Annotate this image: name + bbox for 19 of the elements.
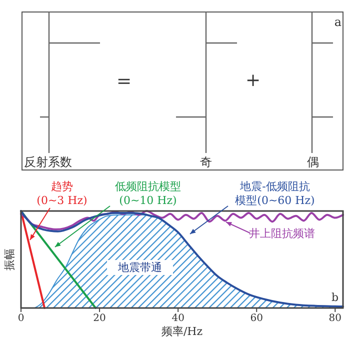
text: 反射系数	[24, 155, 72, 169]
text: 奇	[200, 155, 212, 169]
x-tick-label: 60	[250, 313, 263, 324]
x-tick-label: 20	[93, 313, 106, 324]
text: 低频阻抗模型(0~10 Hz)	[115, 180, 181, 207]
x-tick-label: 40	[172, 313, 184, 324]
series-label: 趋势(0~3 Hz)	[36, 180, 88, 207]
text: =	[116, 71, 132, 92]
text: 偶	[307, 155, 319, 169]
annotation: b	[331, 291, 339, 304]
y-axis-title: 振幅	[3, 248, 16, 270]
x-tick-label: 0	[18, 313, 24, 324]
text: a	[334, 15, 342, 29]
text: 地震-低频阻抗模型(0~60 Hz)	[235, 180, 315, 207]
text: +	[245, 70, 261, 91]
x-tick-label: 80	[328, 313, 342, 324]
x-axis-title: 频率/Hz	[161, 325, 203, 338]
series-label: 地震带通	[117, 261, 162, 274]
legend-label: 井上阻抗频谱	[249, 227, 315, 240]
